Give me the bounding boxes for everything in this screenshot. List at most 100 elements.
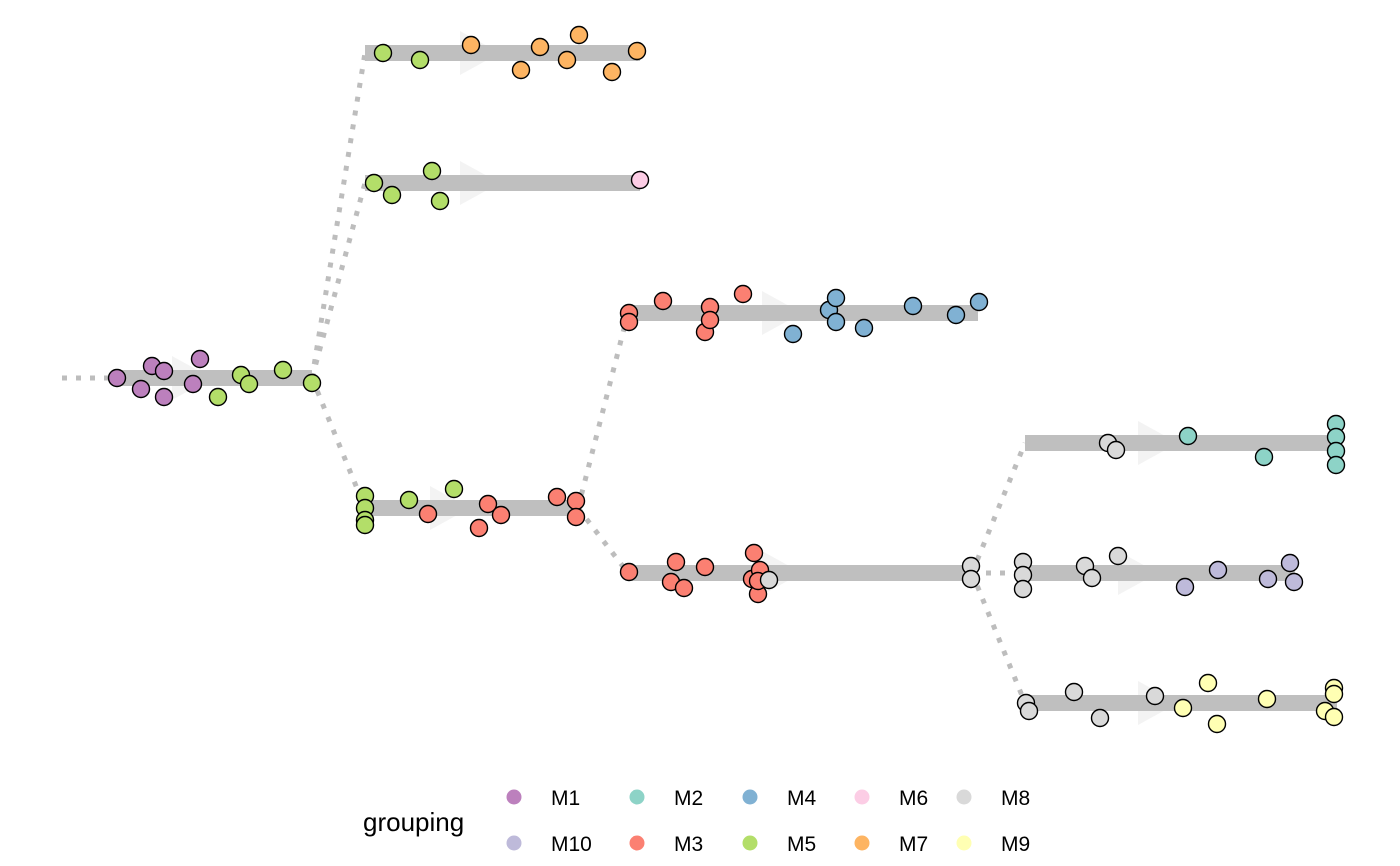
cells-root <box>107 349 322 407</box>
cell-point-m10 <box>1175 577 1195 597</box>
cell-point-m4 <box>969 292 989 312</box>
cell-point-m3 <box>547 487 567 507</box>
cell-point-m1 <box>190 349 210 369</box>
connector-c-1 <box>575 312 631 509</box>
cell-point-m5 <box>382 185 402 205</box>
legend-label-m9: M9 <box>1001 833 1030 856</box>
legend-key-m5 <box>742 835 758 851</box>
cell-point-m3 <box>666 552 686 572</box>
cell-point-m5 <box>302 373 322 393</box>
cell-point-m3 <box>695 557 715 577</box>
cell-point-m9 <box>1257 689 1277 709</box>
legend-key-m9 <box>956 835 972 851</box>
cell-point-m10 <box>1284 572 1304 592</box>
cell-point-m8 <box>961 569 981 589</box>
cells-root-c-2-c <box>1016 673 1344 734</box>
legend-key-m1 <box>506 789 522 805</box>
cell-point-m3 <box>674 578 694 598</box>
cell-point-m3 <box>653 291 673 311</box>
cells-root-c-2 <box>619 543 981 604</box>
cell-point-m3 <box>566 491 586 511</box>
legend-key-m7 <box>854 835 870 851</box>
cell-point-m2 <box>1254 447 1274 467</box>
cell-point-m10 <box>1258 569 1278 589</box>
legend: grouping M1 M2 M4 M6 M8 M10 M3 M5 M7 M9 <box>363 787 1030 856</box>
connector-c2-c <box>969 572 1028 704</box>
legend-key-m3 <box>629 835 645 851</box>
branch-root-c-2-b <box>1025 551 1295 595</box>
cell-point-m5 <box>208 387 228 407</box>
branch-root-b <box>365 161 640 205</box>
legend-label-m7: M7 <box>899 833 928 856</box>
cell-point-m7 <box>602 62 622 82</box>
branch-bar <box>628 305 978 321</box>
cells-root-c-1 <box>619 284 989 344</box>
cell-point-m5 <box>273 360 293 380</box>
cells-root-c-2-b <box>1013 546 1304 599</box>
cell-point-m7 <box>569 25 589 45</box>
cell-point-m4 <box>783 324 803 344</box>
cell-point-m4 <box>854 318 874 338</box>
connector-c2-a <box>969 442 1028 574</box>
cell-point-m8 <box>759 570 779 590</box>
cell-point-m7 <box>627 41 647 61</box>
cell-point-m10 <box>1208 560 1228 580</box>
legend-label-m2: M2 <box>674 787 703 810</box>
branch-root-c-2-a <box>1025 421 1337 465</box>
cell-point-m1 <box>131 379 151 399</box>
cell-point-m5 <box>373 43 393 63</box>
cell-point-m3 <box>744 543 764 563</box>
cell-point-m9 <box>1207 714 1227 734</box>
cell-point-m5 <box>239 374 259 394</box>
cell-point-m5 <box>364 173 384 193</box>
cell-point-m7 <box>530 37 550 57</box>
cell-point-m3 <box>733 284 753 304</box>
cell-point-m4 <box>826 288 846 308</box>
legend-key-m4 <box>742 789 758 805</box>
cell-point-m1 <box>154 387 174 407</box>
cell-point-m6 <box>630 170 650 190</box>
legend-key-m2 <box>629 789 645 805</box>
legend-label-m4: M4 <box>787 787 816 810</box>
cell-point-m7 <box>557 50 577 70</box>
legend-label-m8: M8 <box>1001 787 1030 810</box>
cell-point-m9 <box>1324 707 1344 727</box>
cell-point-m8 <box>1013 579 1033 599</box>
cell-point-m1 <box>154 361 174 381</box>
connector-root-b <box>309 182 368 379</box>
cell-point-m5 <box>422 161 442 181</box>
cell-point-m1 <box>107 368 127 388</box>
legend-key-m10 <box>506 835 522 851</box>
cells-root-b <box>364 161 650 211</box>
cell-point-m5 <box>399 490 419 510</box>
cell-point-m8 <box>1090 708 1110 728</box>
cell-point-m4 <box>946 305 966 325</box>
cell-point-m8 <box>1082 568 1102 588</box>
cell-point-m3 <box>478 494 498 514</box>
cell-point-m9 <box>1198 673 1218 693</box>
legend-label-m3: M3 <box>674 833 703 856</box>
cell-point-m5 <box>430 191 450 211</box>
cell-point-m5 <box>355 515 375 535</box>
cell-point-m3 <box>619 312 639 332</box>
cell-point-m3 <box>418 504 438 524</box>
cells-root-c <box>355 479 586 538</box>
legend-label-m1: M1 <box>551 787 580 810</box>
cell-point-m2 <box>1178 426 1198 446</box>
cell-point-m8 <box>1108 546 1128 566</box>
cells-root-c-2-a <box>1098 414 1346 475</box>
cell-point-m8 <box>1019 701 1039 721</box>
cell-point-m9 <box>1173 698 1193 718</box>
cell-point-m3 <box>619 562 639 582</box>
cell-point-m8 <box>1064 682 1084 702</box>
legend-key-m8 <box>956 789 972 805</box>
branch-bar <box>628 565 972 581</box>
cell-point-m4 <box>826 312 846 332</box>
cell-point-m3 <box>491 505 511 525</box>
cell-point-m1 <box>183 374 203 394</box>
branch-bar <box>1025 565 1295 581</box>
cell-point-m9 <box>1324 684 1344 704</box>
cell-point-m3 <box>469 518 489 538</box>
cell-point-m5 <box>444 479 464 499</box>
